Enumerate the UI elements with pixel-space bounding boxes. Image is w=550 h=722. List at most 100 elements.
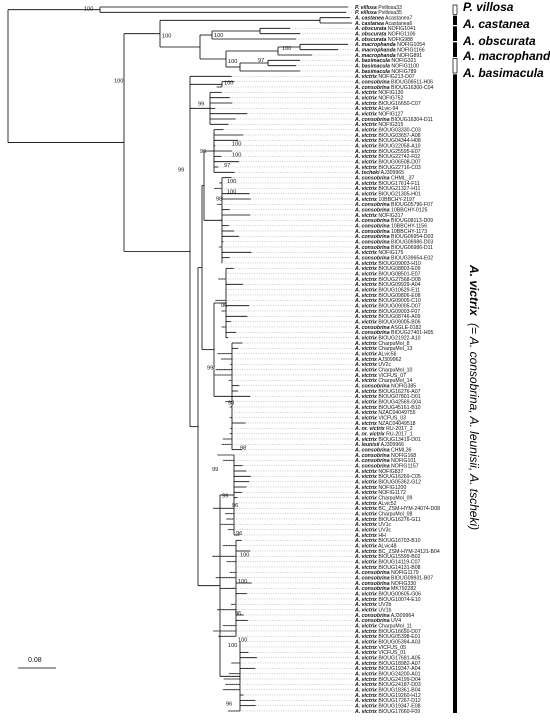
tip-label: A. consobrina CHML_37 <box>354 175 415 181</box>
bootstrap-value: 100 <box>214 33 223 39</box>
tip-label: A. macrophanda NOFIG891 <box>354 53 422 59</box>
tip-label: A. victrix NOFIG130 <box>354 90 404 96</box>
tip-label: A. victrix UV1b <box>354 607 391 613</box>
tip-label: A. victrix UV3c <box>354 527 391 533</box>
tip-label: A. victrix CharpuMol_08 <box>354 511 413 517</box>
tip-label: A. victrix BIOUG16650-C07 <box>354 101 421 107</box>
tip-label: A. victrix BIOUG18982-A07 <box>354 661 421 667</box>
tip-label: A. victrix NOFIG1172 <box>354 490 406 496</box>
tip-label: A. victrix BIOUG19347-A04 <box>354 666 421 672</box>
tip-label: A. victrix BIOUG14131-B08 <box>354 565 421 571</box>
clade-bar-castanea <box>453 15 457 25</box>
tip-label: A. consobrina NOFIG1157 <box>354 463 419 469</box>
tip-label: A. consobrina NOFIG385 <box>354 383 416 389</box>
tip-label: A. victrix ALvic52 <box>354 501 397 507</box>
bootstrap-value: 99 <box>222 494 228 500</box>
tip-label: A. victrix NZAC04049755 <box>354 410 416 416</box>
bootstrap-value: 100 <box>238 579 247 585</box>
tip-label: A. castanea Acastanea6 <box>354 21 413 27</box>
tip-label: A. consobrina BIOUG05796-F07 <box>354 202 433 208</box>
bootstrap-value: 96 <box>236 531 242 537</box>
tip-label: A. victrix BIOUG08746-A09 <box>354 314 421 320</box>
tip-label: A. victrix BIOUG22058-A10 <box>354 143 421 149</box>
clade-label-obscurata: A. obscurata <box>462 34 536 48</box>
bootstrap-value: 100 <box>227 179 236 185</box>
tip-label: A. victrix VICFUS_05 <box>354 645 406 651</box>
bootstrap-value: 99 <box>207 366 213 372</box>
tip-label: A. victrix BIOUG16703-B10 <box>354 538 421 544</box>
tip-label: A. victrix BIOUG21327-H11 <box>354 186 420 192</box>
tip-label: A. victrix BIOUG00605-G06 <box>354 591 421 597</box>
tip-label: A. consobrina UV4 <box>354 618 401 624</box>
tip-label: A. basimacula NOFIG1100 <box>354 63 419 69</box>
tip-label: A. victrix ALvic56 <box>354 351 397 357</box>
tip-label: A. victrix CharpuMol_09 <box>354 495 413 501</box>
tip-label: A. victrix BIOUG07801-D01 <box>354 394 421 400</box>
tip-label: A. victrix BIOUG18361-B04 <box>354 687 421 693</box>
bootstrap-value: 98 <box>216 196 222 202</box>
clade-label-basimacula: A. basimacula <box>462 66 544 80</box>
tip-label: A. obscurata NOFIG1041 <box>354 26 416 32</box>
tip-label: A. victrix BIOUG16276-G11 <box>354 517 421 523</box>
tip-label: A. victrix NOFIG127 <box>354 111 404 117</box>
tip-label: A. consobrina NOFIG330 <box>354 581 416 587</box>
bootstrap-labels: 1001001009710010010099969810010097961001… <box>84 7 291 708</box>
tip-label: A. victrix BIOUG14119-C07 <box>354 559 420 565</box>
tip-label: A. victrix BIOUG09005-B06 <box>354 319 421 325</box>
tip-label: A. victrix BIOUG17660-F09 <box>354 709 420 715</box>
bootstrap-value: 100 <box>84 7 93 13</box>
bootstrap-value: 96 <box>221 303 227 309</box>
tip-label: A. victrix BIOUG05362-G12 <box>354 479 421 485</box>
tip-label: A. leunisii AJ309966 <box>354 442 404 448</box>
bootstrap-value: 100 <box>282 46 291 52</box>
bootstrap-value: 99 <box>212 467 218 473</box>
tip-label: A. victrix BC_ZSM-HYM-24074-D08 <box>354 506 440 512</box>
bootstrap-value: 96 <box>232 503 238 509</box>
tip-label: A. victrix BIOUG13419-D01 <box>354 437 421 443</box>
tip-label: A. victrix BIOUG19347-E08 <box>354 703 421 709</box>
tip-label: A. consobrina ASGLE-0182 <box>354 325 421 331</box>
tip-label: A. victrix NOFIG315 <box>354 122 404 128</box>
tip-label: P. villosa Pvillosa35 <box>355 10 402 16</box>
tip-label: A. victrix BIOUG25595-E07 <box>354 149 421 155</box>
tip-label: A. victrix CharpuMol_13 <box>354 346 413 352</box>
bootstrap-value: 100 <box>228 59 237 65</box>
scale-bar-label: 0.08 <box>28 657 42 664</box>
tip-label: A. victrix HH <box>354 533 386 539</box>
bootstrap-value: 96 <box>235 611 241 617</box>
tip-label: A. victrix CharpuMol_8 <box>354 341 410 347</box>
tip-label: A. consobrina NOFIG1179 <box>354 570 419 576</box>
tip-label: A. victrix NOFIG213-D07 <box>354 74 415 80</box>
clade-label-victrix: A. victrix <box>467 264 481 317</box>
bootstrap-value: 100 <box>114 79 123 85</box>
tip-label: A. consobrina BIOUG06954-D03 <box>354 234 434 240</box>
tip-label: A. victrix BIOUG22742-F02 <box>354 154 420 160</box>
clade-bar-basimacula <box>452 57 458 74</box>
tip-label: A. consobrina BIOUG09931-B07 <box>354 575 433 581</box>
tip-label: A. nr. victrix RU-2017_1 <box>354 431 413 437</box>
tip-label: A. consobrina AJ309964 <box>354 613 414 619</box>
tip-label: A. victrix NOFIG752 <box>354 95 404 101</box>
tip-label: A. consobrina BIOUG06511-H06 <box>354 79 433 85</box>
clade-bar-obscurata <box>453 26 457 41</box>
bootstrap-value: 98 <box>240 446 246 452</box>
tip-label: A. victrix BIOUG03657-A08 <box>354 133 421 139</box>
tip-label: A. victrix BIOUG09005-C10 <box>354 298 421 304</box>
bootstrap-value: 100 <box>232 152 241 158</box>
tip-label: A. victrix CharpuMol_14 <box>354 378 413 384</box>
tip-label: A. victrix BIOUG16650-D07 <box>354 629 421 635</box>
bootstrap-value: 96 <box>226 702 232 708</box>
tip-label: A. consobrina 10BBCHY-0125 <box>354 207 428 213</box>
clade-label-victrix-group: A. victrix (= A. consobrina, A. leunisii… <box>467 264 481 530</box>
tip-label: A. victrix BIOUG09005-D07 <box>354 303 421 309</box>
bootstrap-value: 99 <box>178 168 184 174</box>
tip-label: A. victrix BIOUG15599-B02 <box>354 554 421 560</box>
clade-bar-victrix <box>453 74 457 714</box>
tip-label: A. victrix VICFUS_07 <box>354 373 406 379</box>
bootstrap-value: 99 <box>198 101 204 107</box>
tip-label: A. basimacula NOFIG789 <box>354 69 417 75</box>
tip-label: A. castanea Acastanea7 <box>354 15 413 21</box>
tip-label: A. victrix CharpuMol_11 <box>354 623 412 629</box>
tip-label: A. victrix CharpuMol_10 <box>354 367 413 373</box>
